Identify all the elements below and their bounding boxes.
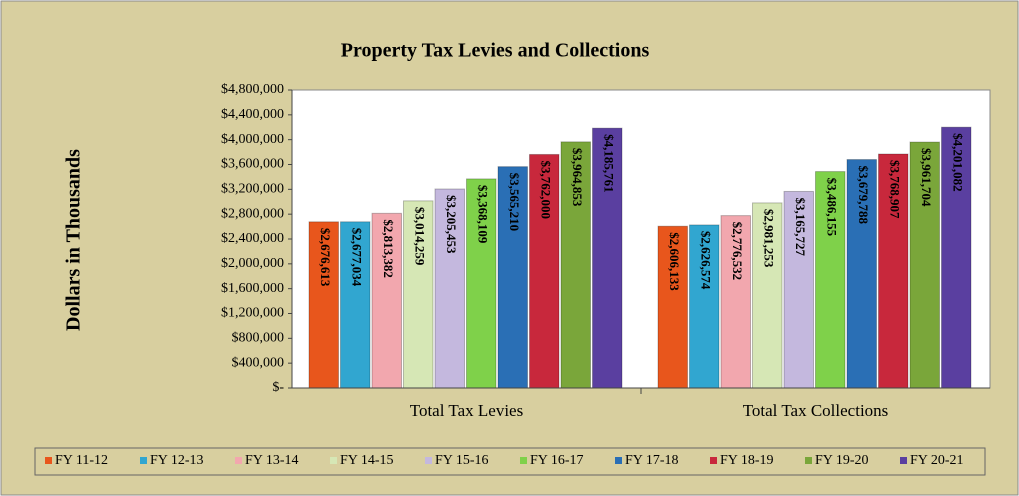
legend-label: FY 18-19 — [720, 453, 774, 468]
value-label: $3,768,907 — [887, 160, 902, 219]
bar — [466, 178, 497, 389]
legend-swatch — [330, 457, 337, 464]
value-label: $3,165,727 — [793, 197, 808, 256]
legend-label: FY 19-20 — [815, 453, 869, 468]
legend-label: FY 12-13 — [150, 453, 204, 468]
y-tick-label: $1,600,000 — [221, 281, 284, 296]
bar — [434, 188, 465, 389]
value-label: $4,185,761 — [601, 134, 616, 193]
value-label: $3,964,853 — [570, 148, 585, 207]
legend-swatch — [900, 457, 907, 464]
legend — [34, 447, 986, 476]
y-tick-label: $800,000 — [232, 331, 285, 346]
legend-swatch — [425, 457, 432, 464]
value-label: $2,676,613 — [318, 228, 333, 287]
legend-label: FY 14-15 — [340, 453, 394, 468]
legend-label: FY 13-14 — [245, 453, 299, 468]
y-tick-label: $2,400,000 — [221, 231, 284, 246]
x-tick-label: Total Tax Collections — [743, 401, 889, 420]
bar — [592, 127, 623, 389]
legend-swatch — [235, 457, 242, 464]
bar — [403, 200, 434, 389]
legend-label: FY 17-18 — [625, 453, 679, 468]
y-tick-label: $2,800,000 — [221, 206, 284, 221]
legend-swatch — [140, 457, 147, 464]
bar — [815, 171, 846, 389]
value-label: $2,626,574 — [698, 231, 713, 290]
bar — [720, 215, 751, 389]
value-label: $3,368,109 — [475, 185, 490, 244]
bar — [878, 153, 909, 389]
value-label: $3,679,788 — [856, 166, 871, 225]
bar — [941, 126, 972, 389]
legend-swatch — [45, 457, 52, 464]
legend-swatch — [520, 457, 527, 464]
y-tick-label: $1,200,000 — [221, 306, 284, 321]
y-axis-label: Dollars in Thousands — [63, 149, 85, 331]
value-label: $3,961,704 — [919, 148, 934, 207]
y-tick-label: $3,600,000 — [221, 157, 284, 172]
value-label: $3,205,453 — [444, 195, 459, 254]
bar — [529, 153, 560, 389]
legend-swatch — [710, 457, 717, 464]
value-label: $3,762,000 — [538, 160, 553, 219]
bar — [689, 224, 720, 389]
legend-label: FY 11-12 — [55, 453, 108, 468]
y-tick-label: $2,000,000 — [221, 256, 284, 271]
chart-title: Property Tax Levies and Collections — [341, 40, 650, 62]
value-label: $2,981,253 — [761, 209, 776, 268]
legend-label: FY 15-16 — [435, 453, 489, 468]
legend-label: FY 20-21 — [910, 453, 964, 468]
value-label: $2,813,382 — [381, 219, 396, 278]
bar — [340, 221, 371, 389]
y-tick-label: $4,800,000 — [221, 82, 284, 97]
value-label: $3,014,259 — [412, 207, 427, 266]
bar — [909, 141, 940, 389]
legend-swatch — [805, 457, 812, 464]
value-label: $3,565,210 — [507, 173, 522, 232]
y-tick-label: $- — [272, 380, 284, 395]
value-label: $2,606,133 — [667, 232, 682, 291]
legend-swatch — [615, 457, 622, 464]
value-label: $2,677,034 — [349, 228, 364, 287]
value-label: $3,486,155 — [824, 178, 839, 237]
y-tick-label: $400,000 — [232, 355, 285, 370]
y-tick-label: $4,000,000 — [221, 132, 284, 147]
legend-label: FY 16-17 — [530, 453, 584, 468]
value-label: $4,201,082 — [950, 133, 965, 192]
y-tick-label: $4,400,000 — [221, 107, 284, 122]
value-label: $2,776,532 — [730, 222, 745, 281]
y-tick-label: $3,200,000 — [221, 182, 284, 197]
x-tick-label: Total Tax Levies — [410, 401, 523, 420]
